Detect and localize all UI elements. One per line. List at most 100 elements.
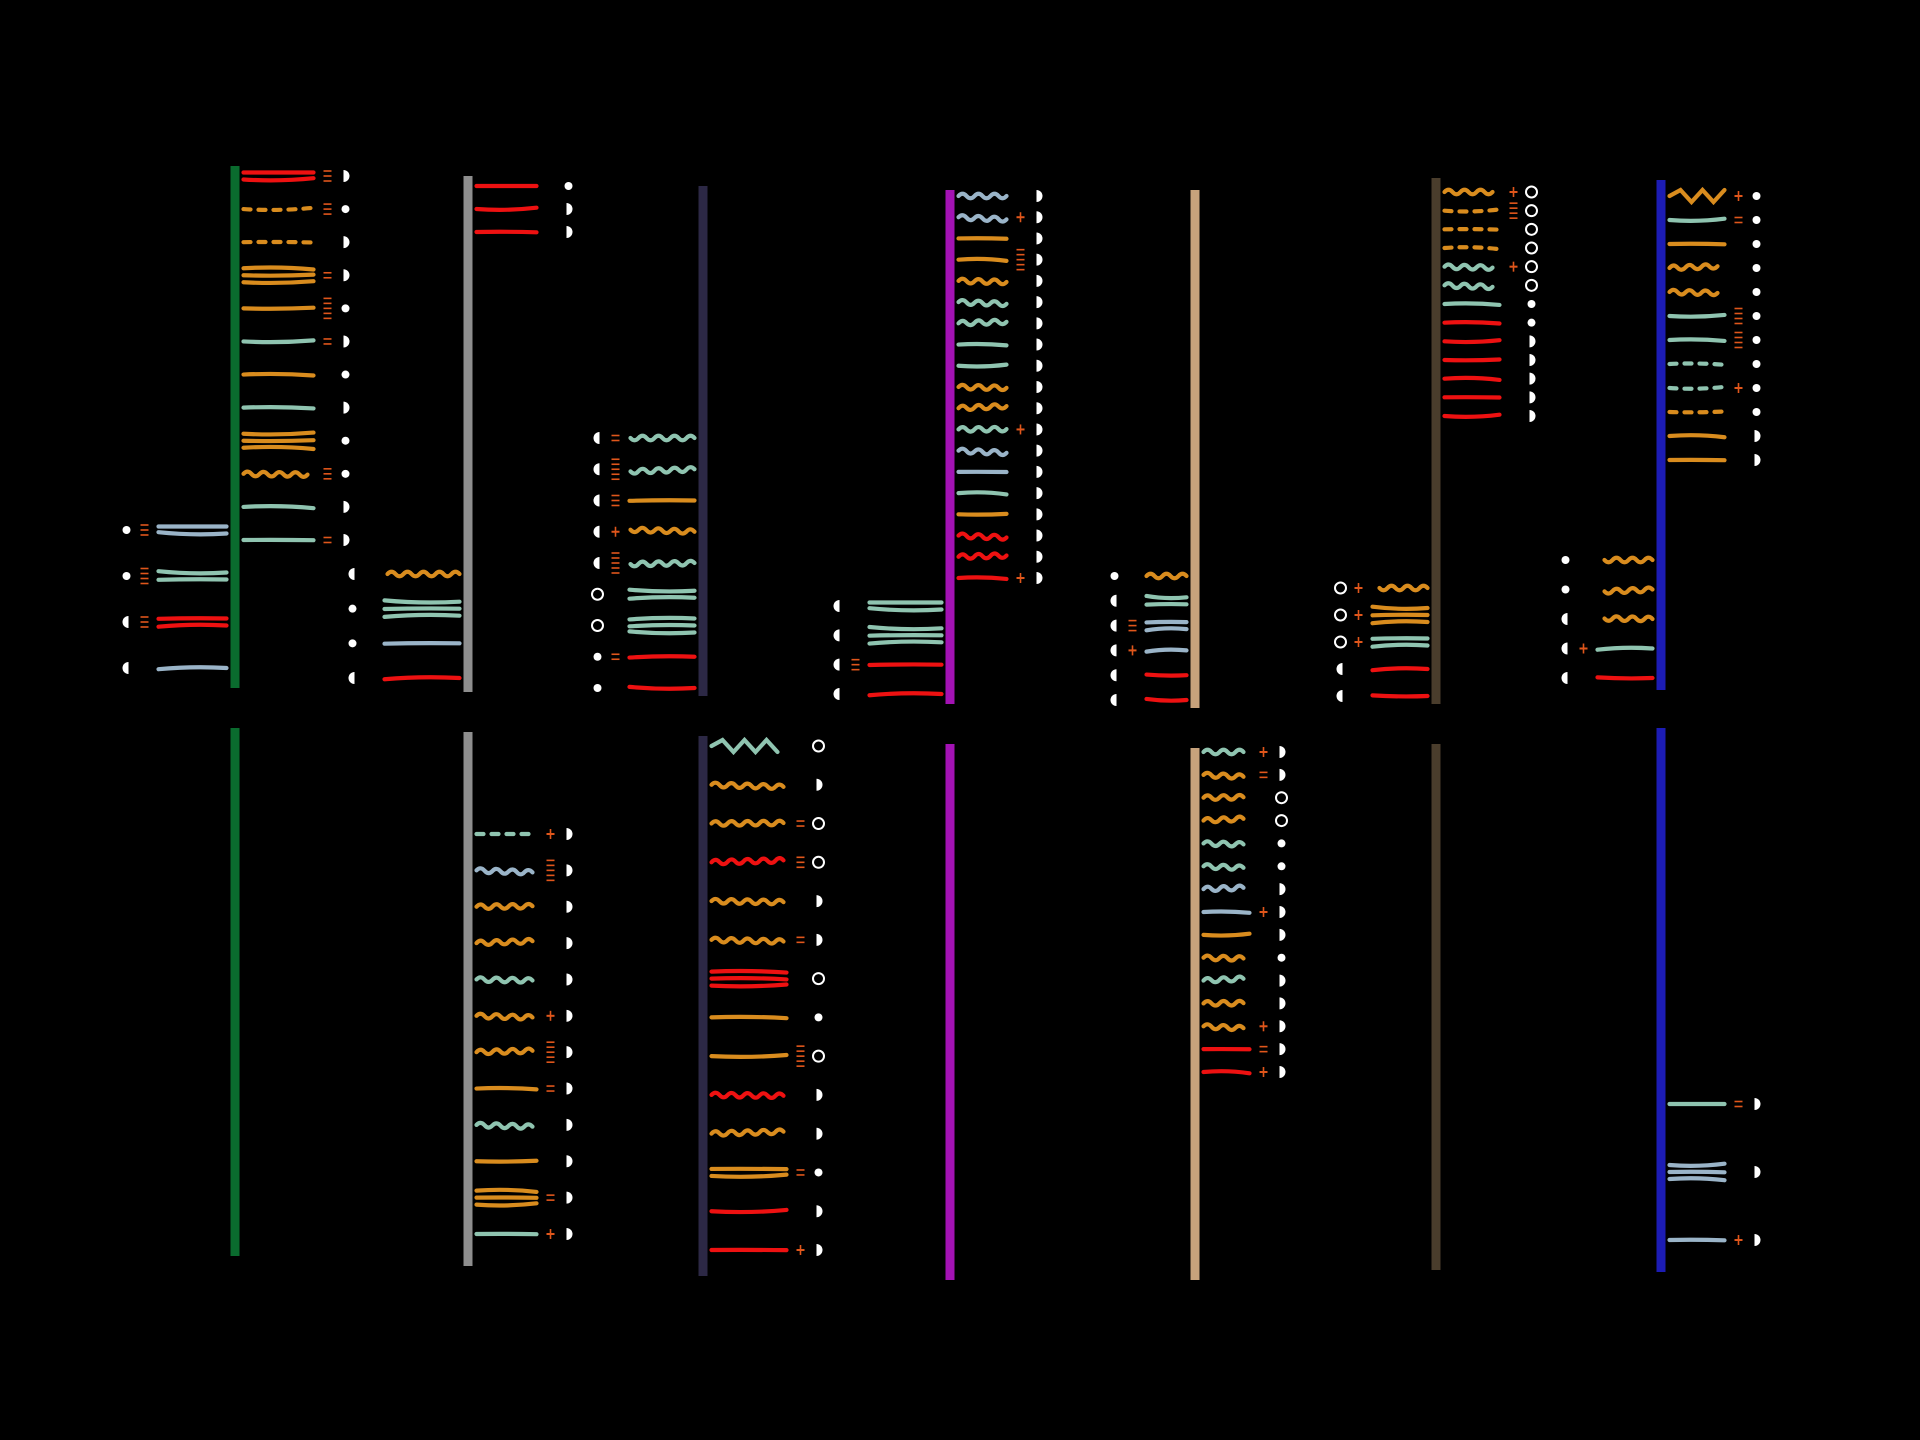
- half-disc-marker: [593, 525, 600, 538]
- branch-stroke: [241, 265, 316, 272]
- dot-marker: [1752, 384, 1761, 392]
- branch-stroke: [709, 1014, 789, 1021]
- half-disc-marker: [1529, 335, 1536, 348]
- branch-stroke: [382, 606, 462, 612]
- dot-marker: [348, 639, 357, 648]
- branch: [241, 170, 350, 183]
- branch-stroke: [1201, 862, 1246, 872]
- half-disc-marker: [593, 463, 600, 476]
- branch-stroke: [156, 530, 229, 537]
- branch-stroke: [382, 641, 462, 646]
- dot-marker: [122, 572, 131, 580]
- half-disc-marker: [1529, 410, 1536, 422]
- branch: [1110, 644, 1189, 657]
- dot-marker: [1752, 192, 1761, 200]
- branch: [474, 1187, 573, 1208]
- half-disc-marker: [343, 170, 350, 182]
- branch-stroke: [1442, 357, 1502, 363]
- branch: [709, 1166, 823, 1179]
- branch-stroke: [1667, 186, 1727, 206]
- branch: [1442, 185, 1538, 199]
- dot-marker: [341, 205, 350, 214]
- branch-stroke: [241, 338, 316, 345]
- spine-top: [1656, 180, 1666, 690]
- branch: [833, 688, 944, 700]
- branch: [474, 1228, 573, 1240]
- branch-stroke: [867, 662, 944, 668]
- branch: [1336, 663, 1430, 675]
- branch-stroke: [1442, 338, 1502, 345]
- half-disc-marker: [348, 568, 355, 580]
- branch: [1667, 454, 1761, 466]
- branch-stroke: [1377, 583, 1430, 593]
- branch-stroke: [474, 1158, 539, 1164]
- dot-marker: [1752, 240, 1761, 248]
- spine-top: [463, 176, 473, 692]
- spine-top: [698, 186, 708, 696]
- branch-stroke: [956, 236, 1009, 241]
- branch: [122, 662, 229, 674]
- branch: [1442, 300, 1536, 308]
- branch-stroke: [474, 1187, 539, 1195]
- ring-marker: [1525, 241, 1538, 255]
- branch-stroke: [628, 558, 697, 569]
- half-disc-marker: [343, 236, 350, 249]
- branch-stroke: [1144, 619, 1189, 625]
- branch-stroke: [241, 438, 316, 444]
- branch-stroke: [241, 279, 316, 286]
- dot-marker: [1752, 216, 1761, 224]
- branch: [591, 615, 697, 636]
- branch-stroke: [1442, 375, 1502, 383]
- dot-marker: [1561, 556, 1570, 564]
- half-disc-marker: [1754, 1166, 1761, 1178]
- ring-marker: [1334, 608, 1347, 622]
- branch: [956, 508, 1043, 521]
- branch-stroke: [474, 866, 535, 877]
- half-disc-marker: [1561, 642, 1568, 655]
- branch-stroke: [156, 665, 229, 672]
- half-disc-marker: [1036, 296, 1043, 309]
- half-disc-marker: [566, 226, 573, 238]
- branch-stroke: [1144, 672, 1189, 678]
- branch: [241, 468, 350, 480]
- half-disc-marker: [1529, 372, 1536, 385]
- branch-stroke: [709, 1127, 786, 1138]
- branch: [1442, 391, 1536, 404]
- branch: [1667, 216, 1761, 224]
- branch-stroke: [1595, 645, 1655, 652]
- half-disc-marker: [593, 432, 600, 444]
- branch: [833, 658, 944, 671]
- branch: [956, 444, 1043, 458]
- branch: [593, 552, 697, 574]
- half-disc-marker: [1279, 883, 1286, 896]
- branch: [956, 529, 1043, 542]
- half-disc-marker: [1279, 746, 1286, 758]
- half-disc-marker: [566, 973, 573, 986]
- branch: [709, 1088, 823, 1101]
- branch-stroke: [956, 551, 1009, 561]
- branch-stroke: [474, 1011, 535, 1022]
- branch-stroke: [1602, 614, 1655, 624]
- branch: [474, 1118, 573, 1131]
- dot-marker: [1752, 336, 1761, 344]
- branch-stroke: [241, 371, 316, 378]
- column-1: [122, 166, 350, 1256]
- half-disc-marker: [816, 1205, 823, 1218]
- dot-marker: [1752, 264, 1761, 272]
- branch: [241, 401, 350, 414]
- half-disc-marker: [1529, 391, 1536, 404]
- branch: [1667, 262, 1761, 272]
- branch-stroke: [628, 465, 697, 476]
- dot-marker: [122, 526, 131, 534]
- branch-stroke: [1201, 1022, 1246, 1033]
- branch-stroke: [1370, 612, 1430, 618]
- branch: [1110, 669, 1189, 682]
- spine-layer: [122, 166, 1761, 1280]
- dot-marker: [1277, 839, 1286, 848]
- ring-marker: [1275, 814, 1288, 828]
- branch: [833, 624, 944, 646]
- branch: [474, 1082, 573, 1095]
- branch-stroke: [956, 531, 1009, 542]
- dot-marker: [1752, 288, 1761, 296]
